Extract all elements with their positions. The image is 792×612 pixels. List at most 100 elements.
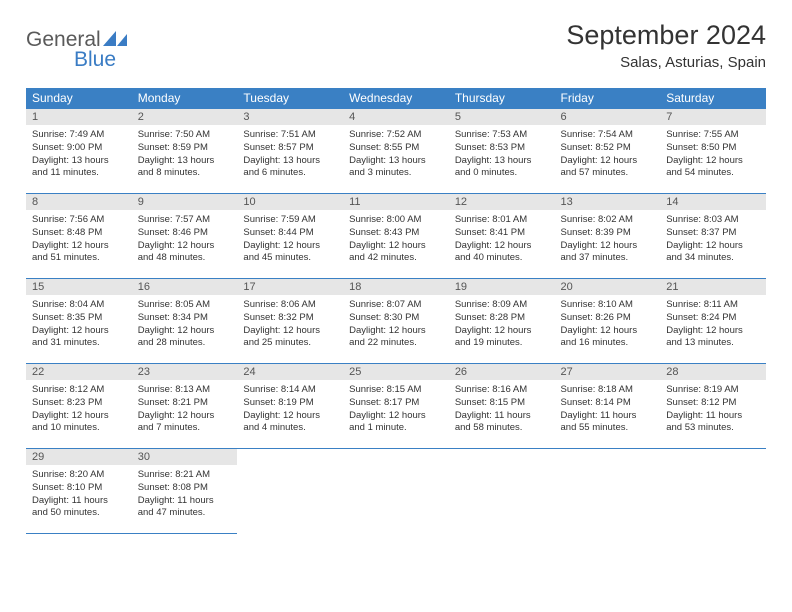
daylight-text-1: Daylight: 12 hours: [138, 325, 232, 338]
sunrise-text: Sunrise: 8:07 AM: [349, 299, 443, 312]
day-number: 1: [26, 109, 132, 125]
day-details: Sunrise: 8:02 AMSunset: 8:39 PMDaylight:…: [555, 210, 661, 269]
day-header: Sunday: [26, 88, 132, 109]
calendar-table: SundayMondayTuesdayWednesdayThursdayFrid…: [26, 88, 766, 534]
day-details: Sunrise: 8:09 AMSunset: 8:28 PMDaylight:…: [449, 295, 555, 354]
day-number: 14: [660, 194, 766, 210]
sunset-text: Sunset: 8:44 PM: [243, 227, 337, 240]
sunset-text: Sunset: 8:48 PM: [32, 227, 126, 240]
calendar-day: 14Sunrise: 8:03 AMSunset: 8:37 PMDayligh…: [660, 194, 766, 279]
daylight-text-2: and 40 minutes.: [455, 252, 549, 265]
sunrise-text: Sunrise: 7:57 AM: [138, 214, 232, 227]
day-header: Thursday: [449, 88, 555, 109]
day-details: Sunrise: 8:15 AMSunset: 8:17 PMDaylight:…: [343, 380, 449, 439]
daylight-text-1: Daylight: 12 hours: [243, 325, 337, 338]
sunrise-text: Sunrise: 8:04 AM: [32, 299, 126, 312]
daylight-text-1: Daylight: 12 hours: [349, 410, 443, 423]
calendar-body: 1Sunrise: 7:49 AMSunset: 9:00 PMDaylight…: [26, 109, 766, 534]
calendar-day: 25Sunrise: 8:15 AMSunset: 8:17 PMDayligh…: [343, 364, 449, 449]
daylight-text-2: and 8 minutes.: [138, 167, 232, 180]
day-number: 2: [132, 109, 238, 125]
daylight-text-2: and 57 minutes.: [561, 167, 655, 180]
sunrise-text: Sunrise: 8:20 AM: [32, 469, 126, 482]
day-details: Sunrise: 8:04 AMSunset: 8:35 PMDaylight:…: [26, 295, 132, 354]
sunrise-text: Sunrise: 8:09 AM: [455, 299, 549, 312]
sunset-text: Sunset: 8:28 PM: [455, 312, 549, 325]
daylight-text-1: Daylight: 12 hours: [349, 240, 443, 253]
daylight-text-2: and 31 minutes.: [32, 337, 126, 350]
sunset-text: Sunset: 8:14 PM: [561, 397, 655, 410]
day-number: 8: [26, 194, 132, 210]
calendar-day: 1Sunrise: 7:49 AMSunset: 9:00 PMDaylight…: [26, 109, 132, 194]
day-details: Sunrise: 8:10 AMSunset: 8:26 PMDaylight:…: [555, 295, 661, 354]
calendar-week: 22 Sunrise: 8:12 AMSunset: 8:23 PM Dayligh…: [26, 364, 766, 449]
daylight-text-2: and 58 minutes.: [455, 422, 549, 435]
sunrise-text: Sunrise: 8:01 AM: [455, 214, 549, 227]
calendar-day: 7Sunrise: 7:55 AMSunset: 8:50 PMDaylight…: [660, 109, 766, 194]
sunset-text: Sunset: 8:57 PM: [243, 142, 337, 155]
daylight-text-2: and 22 minutes.: [349, 337, 443, 350]
daylight-text-1: Daylight: 13 hours: [243, 155, 337, 168]
daylight-text-2: and 25 minutes.: [243, 337, 337, 350]
sunrise-text: Sunrise: 7:52 AM: [349, 129, 443, 142]
daylight-text-1: Daylight: 12 hours: [455, 240, 549, 253]
calendar-day: 10Sunrise: 7:59 AMSunset: 8:44 PMDayligh…: [237, 194, 343, 279]
day-details: Sunrise: 7:57 AMSunset: 8:46 PMDaylight:…: [132, 210, 238, 269]
daylight-text-2: and 45 minutes.: [243, 252, 337, 265]
day-header: Friday: [555, 88, 661, 109]
day-number: 25: [343, 364, 449, 380]
calendar-day: 19Sunrise: 8:09 AMSunset: 8:28 PMDayligh…: [449, 279, 555, 364]
daylight-text-1: Daylight: 11 hours: [455, 410, 549, 423]
calendar-day: 8Sunrise: 7:56 AMSunset: 8:48 PMDaylight…: [26, 194, 132, 279]
sunset-text: Sunset: 8:10 PM: [32, 482, 126, 495]
daylight-text-1: Daylight: 12 hours: [32, 240, 126, 253]
daylight-text-2: and 28 minutes.: [138, 337, 232, 350]
day-number: 22: [26, 364, 132, 380]
day-details: Sunrise: 8:14 AMSunset: 8:19 PMDaylight:…: [237, 380, 343, 439]
sunset-text: Sunset: 8:39 PM: [561, 227, 655, 240]
logo-triangle-icon: [103, 31, 127, 46]
calendar-day: 28Sunrise: 8:19 AMSunset: 8:12 PMDayligh…: [660, 364, 766, 449]
calendar-day: 21Sunrise: 8:11 AMSunset: 8:24 PMDayligh…: [660, 279, 766, 364]
day-details: Sunrise: 7:54 AMSunset: 8:52 PMDaylight:…: [555, 125, 661, 184]
sunset-text: Sunset: 8:59 PM: [138, 142, 232, 155]
sunrise-text: Sunrise: 8:12 AM: [32, 384, 126, 397]
sunset-text: Sunset: 8:34 PM: [138, 312, 232, 325]
day-number: 28: [660, 364, 766, 380]
calendar-day: 11Sunrise: 8:00 AMSunset: 8:43 PMDayligh…: [343, 194, 449, 279]
day-details: Sunrise: 8:03 AMSunset: 8:37 PMDaylight:…: [660, 210, 766, 269]
calendar-day: 4Sunrise: 7:52 AMSunset: 8:55 PMDaylight…: [343, 109, 449, 194]
sunrise-text: Sunrise: 8:21 AM: [138, 469, 232, 482]
day-details: Sunrise: 8:05 AMSunset: 8:34 PMDaylight:…: [132, 295, 238, 354]
sunset-text: Sunset: 8:41 PM: [455, 227, 549, 240]
calendar-day: 22Sunrise: 8:12 AMSunset: 8:23 PMDayligh…: [26, 364, 132, 449]
sunrise-text: Sunrise: 7:53 AM: [455, 129, 549, 142]
sunset-text: Sunset: 8:53 PM: [455, 142, 549, 155]
day-number: 6: [555, 109, 661, 125]
daylight-text-2: and 11 minutes.: [32, 167, 126, 180]
daylight-text-2: and 16 minutes.: [561, 337, 655, 350]
calendar-day: 15Sunrise: 8:04 AMSunset: 8:35 PMDayligh…: [26, 279, 132, 364]
sunset-text: Sunset: 8:23 PM: [32, 397, 126, 410]
sunrise-text: Sunrise: 8:06 AM: [243, 299, 337, 312]
day-header: Wednesday: [343, 88, 449, 109]
daylight-text-2: and 7 minutes.: [138, 422, 232, 435]
day-number: 15: [26, 279, 132, 295]
day-number: 16: [132, 279, 238, 295]
day-details: Sunrise: 8:06 AMSunset: 8:32 PMDaylight:…: [237, 295, 343, 354]
day-details: Sunrise: 7:55 AMSunset: 8:50 PMDaylight:…: [660, 125, 766, 184]
title-block: September 2024 Salas, Asturias, Spain: [566, 20, 766, 71]
daylight-text-2: and 48 minutes.: [138, 252, 232, 265]
day-details: Sunrise: 8:01 AMSunset: 8:41 PMDaylight:…: [449, 210, 555, 269]
day-number: 18: [343, 279, 449, 295]
calendar-day: 27Sunrise: 8:18 AMSunset: 8:14 PMDayligh…: [555, 364, 661, 449]
day-number: 13: [555, 194, 661, 210]
calendar-day: [449, 449, 555, 534]
day-number: 30: [132, 449, 238, 465]
location: Salas, Asturias, Spain: [566, 54, 766, 71]
day-details: Sunrise: 7:52 AMSunset: 8:55 PMDaylight:…: [343, 125, 449, 184]
day-details: Sunrise: 8:16 AMSunset: 8:15 PMDaylight:…: [449, 380, 555, 439]
daylight-text-1: Daylight: 12 hours: [666, 240, 760, 253]
daylight-text-1: Daylight: 13 hours: [455, 155, 549, 168]
daylight-text-2: and 0 minutes.: [455, 167, 549, 180]
